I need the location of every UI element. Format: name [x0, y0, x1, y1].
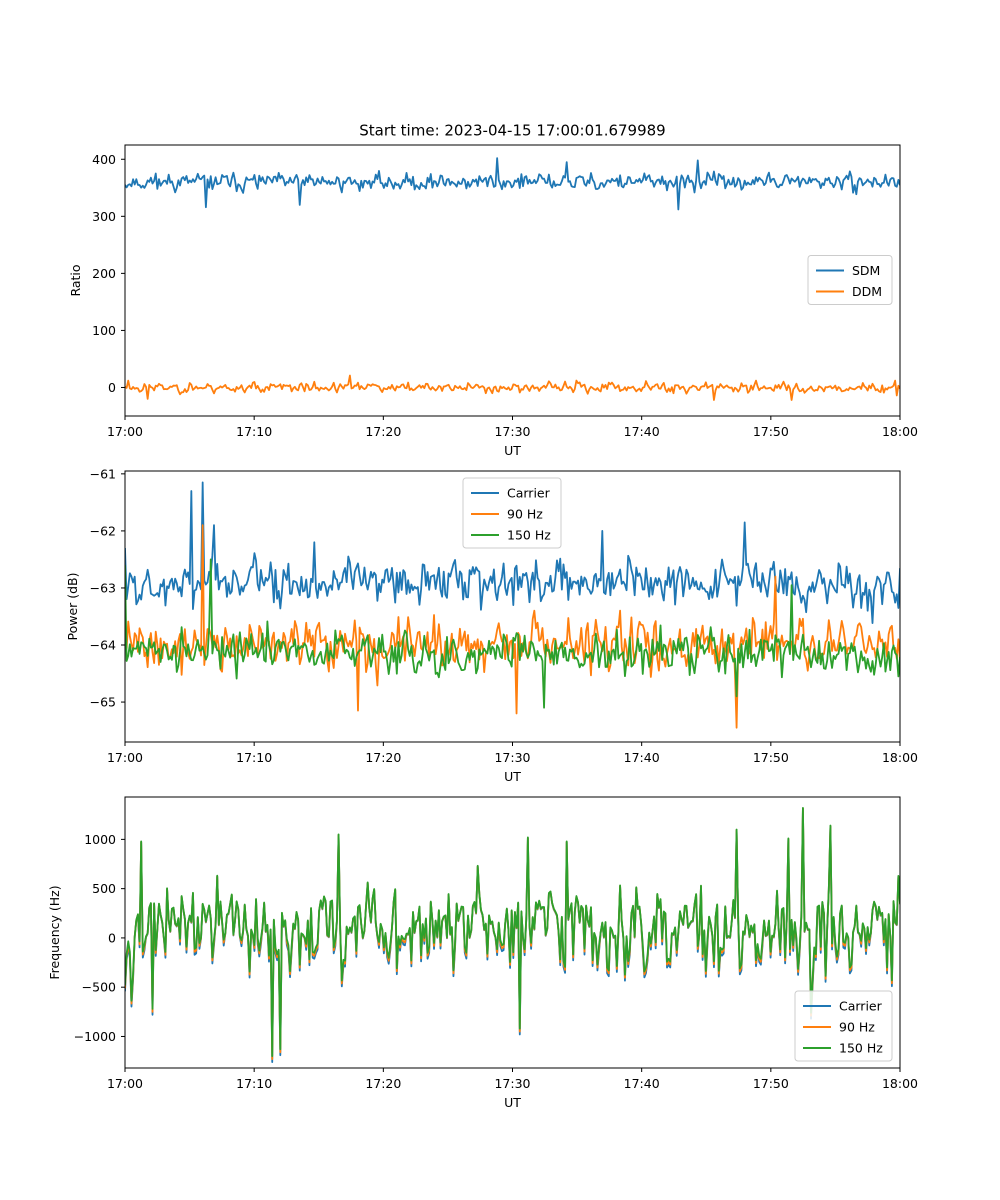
series-line-90-hz: [125, 524, 900, 729]
legend-label: Carrier: [839, 999, 883, 1014]
x-tick-label: 17:20: [365, 750, 401, 765]
x-tick-label: 17:40: [624, 750, 660, 765]
x-tick-label: 17:00: [107, 1076, 143, 1091]
series-line-sdm: [125, 157, 900, 211]
legend-label: Carrier: [507, 486, 551, 501]
x-tick-label: 17:50: [753, 424, 789, 439]
x-tick-label: 17:40: [624, 1076, 660, 1091]
legend-label: 90 Hz: [507, 507, 543, 522]
y-tick-label: −1000: [74, 1029, 116, 1044]
legend-label: 150 Hz: [839, 1041, 883, 1056]
x-tick-label: 17:50: [753, 1076, 789, 1091]
x-tick-label: 17:20: [365, 424, 401, 439]
x-tick-label: 17:10: [236, 750, 272, 765]
x-tick-label: 17:20: [365, 1076, 401, 1091]
y-axis-label: Ratio: [68, 264, 83, 296]
y-tick-label: 500: [92, 881, 116, 896]
x-tick-label: 17:00: [107, 424, 143, 439]
x-tick-label: 18:00: [882, 424, 918, 439]
panel-power: 17:00 17:10 17:20 17:30 17:40 17:50 18:00 −65 −6…: [65, 466, 918, 784]
legend-label: DDM: [852, 284, 882, 299]
x-tick-label: 17:30: [494, 1076, 530, 1091]
legend: Carrier 90 Hz 150 Hz: [462, 477, 562, 549]
y-tick-label: 0: [108, 380, 116, 395]
x-tick-label: 18:00: [882, 750, 918, 765]
x-axis-label: UT: [504, 443, 521, 458]
figure-title: Start time: 2023-04-15 17:00:01.679989: [359, 122, 665, 140]
series-line-150-hz: [125, 558, 900, 709]
legend-label: 150 Hz: [507, 528, 551, 543]
x-tick-label: 18:00: [882, 1076, 918, 1091]
x-axis-label: UT: [504, 1095, 521, 1110]
y-tick-label: 400: [92, 152, 116, 167]
y-tick-label: 300: [92, 209, 116, 224]
x-tick-label: 17:30: [494, 750, 530, 765]
series-line-ddm: [125, 374, 900, 401]
y-tick-label: 100: [92, 323, 116, 338]
y-tick-label: −65: [90, 695, 116, 710]
y-axis-label: Power (dB): [65, 572, 80, 640]
x-tick-label: 17:10: [236, 424, 272, 439]
y-tick-label: −500: [82, 980, 116, 995]
y-tick-label: −64: [90, 638, 116, 653]
panel-ratio: 17:00 17:10 17:20 17:30 17:40 17:50 18:00 0 100 2…: [68, 144, 918, 458]
x-tick-label: 17:00: [107, 750, 143, 765]
legend: SDM DDM: [807, 255, 893, 305]
panel-frequency: 17:00 17:10 17:20 17:30 17:40 17:50 18:00 −1000…: [47, 796, 918, 1110]
y-tick-label: 0: [108, 930, 116, 945]
x-tick-label: 17:10: [236, 1076, 272, 1091]
y-tick-label: 1000: [84, 832, 116, 847]
legend-box: [794, 990, 893, 1062]
x-tick-label: 17:30: [494, 424, 530, 439]
x-axis-label: UT: [504, 769, 521, 784]
legend-box: [462, 477, 562, 549]
y-tick-label: −62: [90, 523, 116, 538]
y-tick-label: 200: [92, 266, 116, 281]
y-tick-label: −61: [90, 466, 116, 481]
legend-label: 90 Hz: [839, 1020, 875, 1035]
x-tick-label: 17:40: [624, 424, 660, 439]
x-tick-label: 17:50: [753, 750, 789, 765]
series-line-carrier: [125, 481, 900, 624]
legend: Carrier 90 Hz 150 Hz: [794, 990, 893, 1062]
y-axis-label: Frequency (Hz): [47, 885, 62, 979]
series-line-150-hz: [125, 806, 900, 1058]
legend-label: SDM: [852, 263, 880, 278]
y-tick-label: −63: [90, 580, 116, 595]
panels: 17:00 17:10 17:20 17:30 17:40 17:50 18:00 0 100 2…: [47, 144, 918, 1110]
